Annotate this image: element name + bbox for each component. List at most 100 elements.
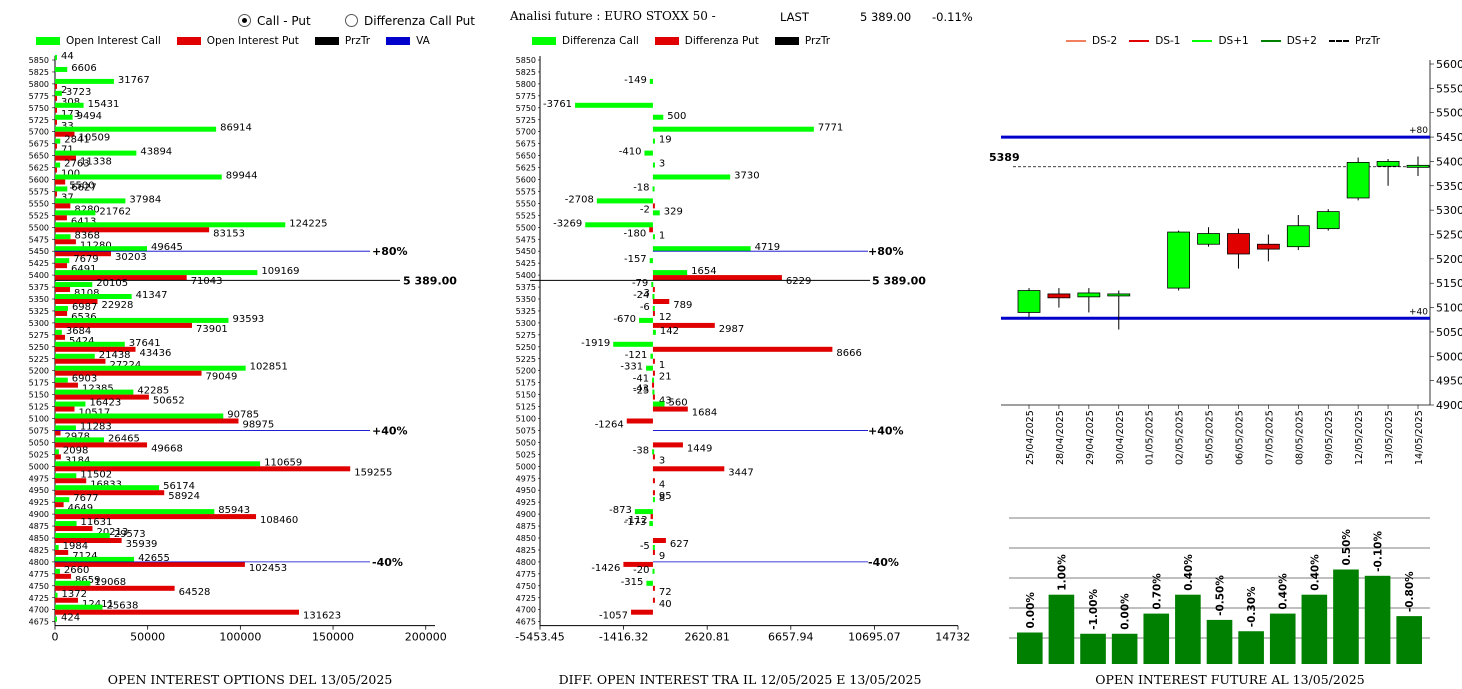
oi-pct-label: 0.00% <box>1120 593 1132 630</box>
x-tick-label: -1416.32 <box>599 631 648 644</box>
strike-tick-label: 5850 <box>516 56 536 65</box>
header-change: -0.11% <box>932 10 973 24</box>
call-value-label: 25638 <box>107 601 139 612</box>
legend-swatch-call <box>36 37 60 45</box>
x-tick-label: -5453.45 <box>515 631 564 644</box>
strike-tick-label: 4925 <box>516 498 536 507</box>
date-tick-label: 28/04/2025 <box>1055 410 1066 465</box>
put-bar <box>55 394 149 400</box>
put-value-label: 4649 <box>68 503 93 514</box>
diff-call-bar <box>652 389 655 395</box>
strike-tick-label: 5350 <box>516 295 536 304</box>
radio-differenza[interactable]: Differenza Call Put <box>345 12 475 31</box>
radio-unselected-icon[interactable] <box>345 14 358 27</box>
call-value-label: 7677 <box>73 493 98 504</box>
call-value-label: 7679 <box>73 254 98 265</box>
put-value-label: 71043 <box>191 276 223 287</box>
diff-put-bar <box>626 418 653 424</box>
diff-call-bar <box>652 210 660 216</box>
diff-call-bar <box>652 186 655 192</box>
strike-tick-label: 5150 <box>29 391 49 400</box>
put-value-label: 50652 <box>153 396 185 407</box>
strike-tick-label: 5350 <box>29 295 49 304</box>
date-tick-label: 09/05/2025 <box>1324 410 1335 465</box>
oi-pct-bar <box>1238 631 1264 664</box>
diff-call-bar <box>646 580 653 586</box>
strike-tick-label: 5775 <box>516 92 536 101</box>
diff-put-bar <box>652 394 655 400</box>
put-bar <box>55 609 299 615</box>
put-bar <box>55 299 98 304</box>
call-bar <box>55 568 60 574</box>
oi-pct-bar <box>1143 613 1170 664</box>
oi-pct-label: 1.00% <box>1056 554 1068 591</box>
put-value-label: 8280 <box>74 204 99 215</box>
call-value-label: 42655 <box>138 553 170 564</box>
strike-tick-label: 4850 <box>516 534 536 543</box>
legend-label-ds1: DS+1 <box>1218 35 1249 47</box>
diff-put-label: 3447 <box>728 467 753 478</box>
strike-tick-label: 5450 <box>29 247 49 256</box>
call-value-label: 102851 <box>250 362 288 373</box>
header-title: Analisi future : EURO STOXX 50 - <box>510 9 716 23</box>
legend-label-put: Open Interest Put <box>206 35 299 47</box>
diff-call-label: -3761 <box>543 99 572 110</box>
put-value-label: 3184 <box>65 455 90 466</box>
strike-tick-label: 5375 <box>29 283 49 292</box>
call-value-label: 86914 <box>220 123 252 134</box>
va-label: -40% <box>868 556 899 569</box>
diff-put-bar <box>652 454 655 460</box>
strike-tick-label: 5700 <box>29 128 49 137</box>
put-bar <box>55 179 66 185</box>
call-value-label: 89944 <box>226 171 258 182</box>
call-value-label: 44 <box>61 52 74 62</box>
diff-call-label: 3 <box>659 159 665 170</box>
call-value-label: 93593 <box>232 314 264 325</box>
date-tick-label: 06/05/2025 <box>1234 410 1245 465</box>
put-value-label: 100 <box>61 169 80 180</box>
y-tick-label: 5300 <box>1436 204 1462 217</box>
call-bar <box>55 509 215 515</box>
x-tick-label: 150000 <box>312 631 354 644</box>
diff-call-bar <box>613 341 653 347</box>
diff-put-bar <box>652 370 655 376</box>
y-tick-label: 5250 <box>1436 229 1462 242</box>
call-value-label: 424 <box>61 613 80 624</box>
strike-tick-label: 5600 <box>29 176 49 185</box>
date-tick-label: 08/05/2025 <box>1294 410 1305 465</box>
diff-put-bar <box>652 478 655 484</box>
put-bar <box>55 191 57 197</box>
date-tick-label: 12/05/2025 <box>1354 410 1365 465</box>
diff-call-bar <box>649 521 653 527</box>
put-bar <box>55 538 122 543</box>
strike-tick-label: 5400 <box>516 271 536 280</box>
y-tick-label: 5100 <box>1436 302 1462 315</box>
strike-tick-label: 5775 <box>29 92 49 101</box>
x-tick-label: 2620.81 <box>684 631 730 644</box>
diff-call-bar <box>634 509 653 515</box>
oi-pct-bar <box>1111 633 1138 664</box>
prztr-label: 5 389.00 <box>403 274 457 287</box>
diff-call-label: 500 <box>667 111 686 122</box>
date-tick-label: 14/05/2025 <box>1414 410 1425 465</box>
radio-call-put[interactable]: Call - Put <box>238 12 311 31</box>
put-bar <box>55 382 78 388</box>
strike-tick-label: 4975 <box>516 474 536 483</box>
diff-call-label: 4719 <box>755 242 780 253</box>
strike-tick-label: 5150 <box>516 391 536 400</box>
strike-tick-label: 4775 <box>29 570 49 579</box>
candle-body <box>1197 233 1220 245</box>
strike-tick-label: 5525 <box>29 211 49 220</box>
diff-put-label: 12 <box>659 312 672 323</box>
strike-tick-label: 5575 <box>29 187 49 196</box>
oi-pct-bar <box>1080 633 1106 664</box>
diff-call-label: 7771 <box>818 123 843 134</box>
header-last-label: LAST <box>780 10 809 24</box>
legend-options: Open Interest Call Open Interest Put Prz… <box>36 35 430 47</box>
put-bar <box>55 287 71 293</box>
put-value-label: 33 <box>61 121 74 132</box>
radio-selected-icon[interactable] <box>238 14 251 27</box>
y-tick-label: 5500 <box>1436 107 1462 120</box>
put-bar <box>55 418 239 424</box>
legend-swatch-prztr <box>314 37 339 45</box>
